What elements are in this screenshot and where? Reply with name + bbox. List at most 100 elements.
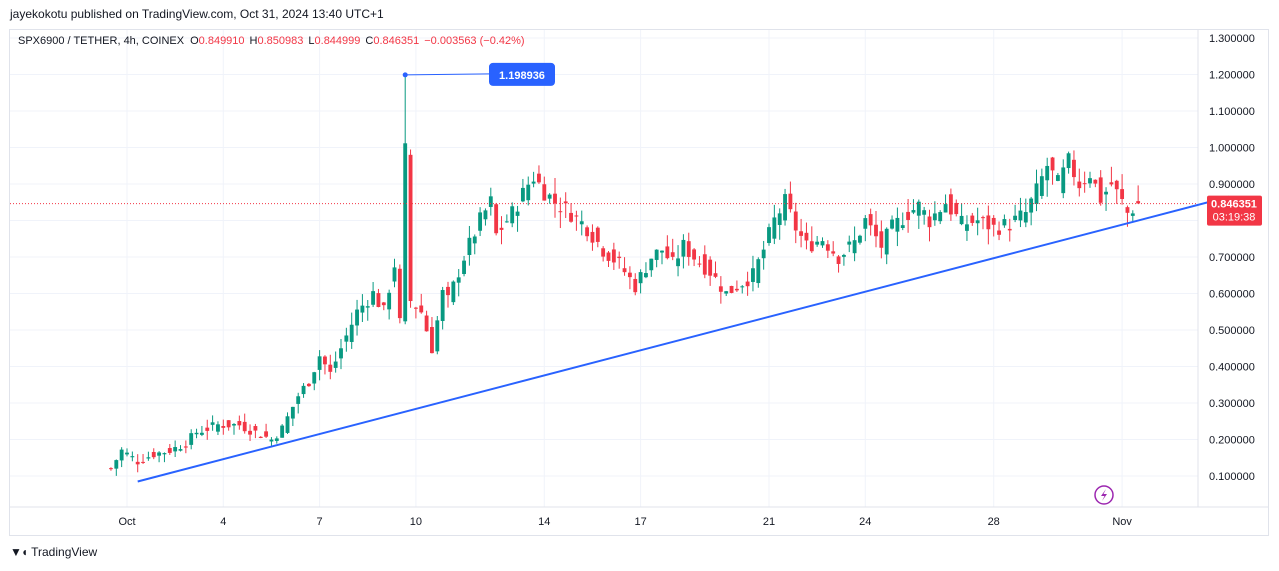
candle[interactable] — [504, 214, 509, 223]
candle[interactable] — [761, 240, 766, 270]
candle[interactable] — [772, 204, 777, 245]
candle[interactable] — [569, 203, 573, 223]
candle[interactable] — [815, 235, 820, 247]
candle[interactable] — [349, 312, 354, 349]
candle[interactable] — [948, 188, 953, 221]
candle[interactable] — [884, 227, 889, 265]
candle[interactable] — [879, 220, 884, 259]
candle[interactable] — [199, 425, 204, 437]
candle[interactable] — [729, 285, 734, 294]
candle[interactable] — [114, 459, 119, 476]
candle[interactable] — [371, 282, 376, 308]
candle[interactable] — [355, 299, 359, 336]
candle[interactable] — [1045, 157, 1050, 197]
candle[interactable] — [226, 420, 231, 431]
candle[interactable] — [344, 327, 349, 352]
candle[interactable] — [932, 201, 937, 226]
candle[interactable] — [954, 199, 959, 217]
candle[interactable] — [911, 199, 916, 215]
candle[interactable] — [125, 448, 129, 457]
candle[interactable] — [232, 423, 236, 435]
candle[interactable] — [665, 235, 670, 260]
candle[interactable] — [585, 225, 590, 242]
candle[interactable] — [274, 436, 279, 444]
candle[interactable] — [478, 207, 483, 237]
candle[interactable] — [702, 245, 707, 279]
candle[interactable] — [333, 351, 338, 373]
candle[interactable] — [981, 215, 985, 230]
candle[interactable] — [783, 188, 787, 226]
candle[interactable] — [627, 266, 632, 290]
candle[interactable] — [317, 350, 322, 381]
candle[interactable] — [638, 269, 643, 294]
candle[interactable] — [237, 415, 242, 430]
candle[interactable] — [1007, 218, 1012, 242]
candle[interactable] — [413, 306, 418, 319]
candle[interactable] — [424, 310, 429, 332]
candle[interactable] — [296, 392, 301, 414]
candle[interactable] — [654, 249, 659, 268]
candle[interactable] — [339, 339, 343, 370]
candle[interactable] — [472, 234, 477, 255]
candle[interactable] — [264, 423, 269, 439]
candle[interactable] — [767, 223, 771, 246]
candle[interactable] — [697, 256, 702, 268]
candle[interactable] — [499, 216, 504, 245]
candle[interactable] — [606, 251, 611, 267]
candle[interactable] — [1093, 179, 1098, 188]
candle[interactable] — [146, 451, 151, 461]
candle[interactable] — [253, 423, 258, 439]
candle[interactable] — [210, 415, 215, 431]
candle[interactable] — [553, 177, 557, 218]
candle[interactable] — [563, 192, 568, 219]
candle[interactable] — [1002, 214, 1007, 228]
candle[interactable] — [970, 212, 975, 226]
candle[interactable] — [793, 202, 798, 244]
candle[interactable] — [1088, 171, 1092, 188]
candle[interactable] — [387, 289, 392, 320]
candle[interactable] — [1039, 168, 1044, 199]
candle[interactable] — [312, 371, 317, 391]
candle[interactable] — [927, 209, 932, 242]
candle[interactable] — [617, 251, 622, 269]
candle[interactable] — [799, 218, 804, 248]
candle[interactable] — [205, 419, 210, 440]
candle[interactable] — [1120, 174, 1125, 205]
candle[interactable] — [708, 256, 713, 286]
candle[interactable] — [403, 74, 408, 325]
candle[interactable] — [301, 383, 306, 398]
candle[interactable] — [692, 248, 697, 267]
candle[interactable] — [1013, 204, 1018, 223]
candle[interactable] — [178, 445, 183, 452]
candle[interactable] — [574, 210, 579, 231]
candle[interactable] — [542, 176, 547, 201]
candle[interactable] — [119, 447, 124, 468]
candle[interactable] — [751, 255, 755, 292]
candle[interactable] — [590, 224, 595, 251]
candle[interactable] — [868, 208, 873, 236]
candle[interactable] — [922, 206, 927, 225]
candle[interactable] — [1082, 171, 1087, 193]
candle[interactable] — [515, 205, 520, 232]
candle[interactable] — [537, 165, 541, 184]
candle[interactable] — [440, 286, 445, 330]
candle[interactable] — [975, 207, 980, 236]
candle[interactable] — [841, 253, 846, 266]
candle[interactable] — [221, 419, 226, 435]
candle[interactable] — [1061, 159, 1066, 199]
candle[interactable] — [306, 382, 311, 387]
candle[interactable] — [1072, 150, 1076, 186]
candle[interactable] — [130, 451, 135, 462]
candle[interactable] — [258, 436, 263, 439]
candle[interactable] — [986, 205, 991, 245]
candle[interactable] — [381, 301, 386, 311]
candle[interactable] — [173, 440, 178, 458]
candle[interactable] — [820, 237, 825, 248]
candle[interactable] — [167, 444, 172, 455]
candle[interactable] — [419, 293, 424, 314]
candle[interactable] — [959, 203, 964, 226]
candle[interactable] — [328, 354, 333, 380]
candle[interactable] — [1109, 166, 1114, 187]
candle[interactable] — [622, 257, 627, 276]
